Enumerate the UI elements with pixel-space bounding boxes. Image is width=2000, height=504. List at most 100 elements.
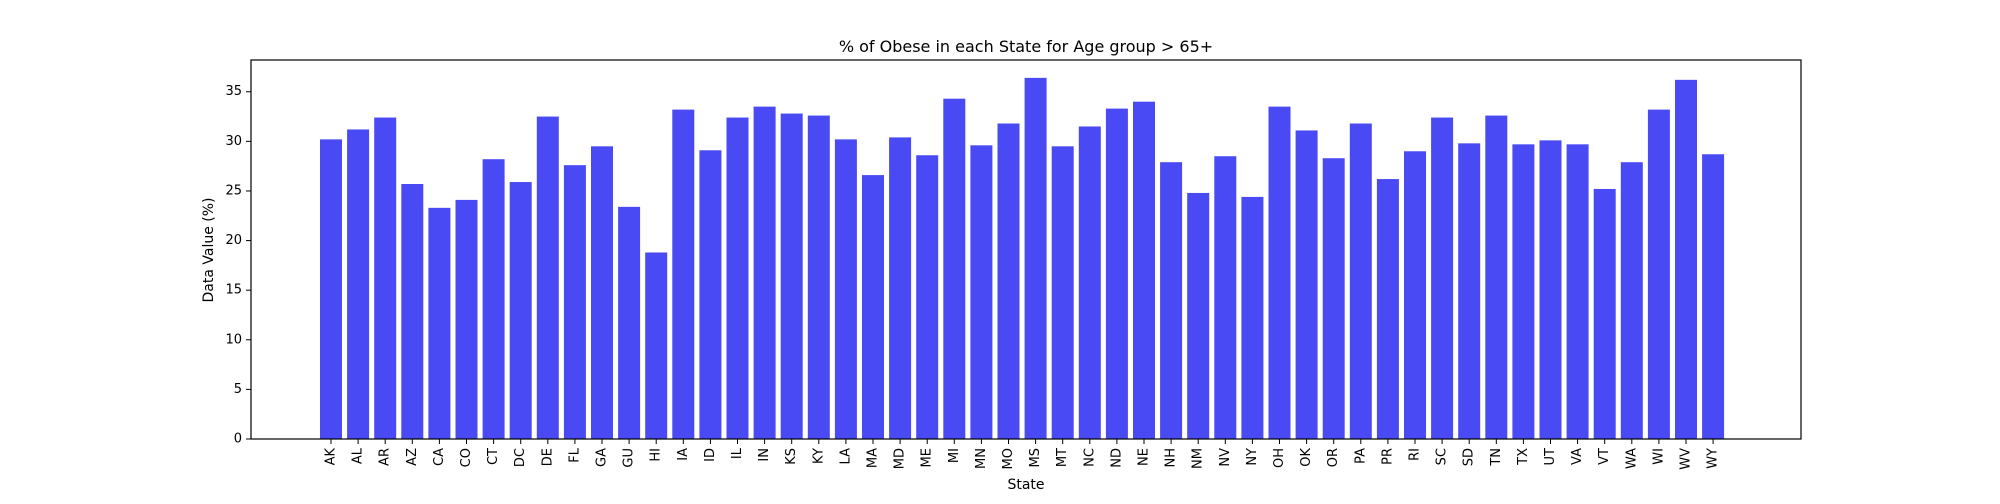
x-tick-label: WV	[1679, 448, 1694, 470]
bar-hi	[645, 252, 668, 439]
x-tick-label: CA	[432, 448, 447, 466]
bar-va	[1566, 144, 1589, 439]
bar-fl	[563, 165, 586, 439]
bar-oh	[1268, 106, 1291, 439]
x-tick-label: CO	[459, 448, 474, 467]
bar-md	[889, 137, 912, 439]
x-tick-label: ME	[920, 448, 935, 467]
bar-ri	[1404, 151, 1426, 440]
bar-ct	[482, 159, 505, 439]
x-tick-label: WI	[1651, 448, 1666, 465]
x-tick-label: WA	[1624, 448, 1639, 469]
bar-il	[726, 117, 749, 440]
bar-nm	[1187, 192, 1210, 439]
x-tick-label: MN	[974, 448, 989, 469]
x-tick-label: IL	[730, 447, 745, 459]
x-tick-label: NY	[1245, 448, 1260, 466]
bar-tn	[1485, 115, 1508, 439]
x-tick-label: AR	[378, 448, 393, 466]
bar-sd	[1458, 143, 1481, 439]
bar-co	[455, 199, 478, 439]
x-tick-label: DC	[513, 448, 528, 467]
y-tick-label: 15	[225, 283, 242, 298]
bar-az	[401, 184, 424, 439]
bar-ky	[807, 115, 830, 439]
x-tick-label: MS	[1028, 448, 1043, 467]
bar-mt	[1051, 146, 1074, 439]
bar-id	[699, 150, 722, 439]
x-tick-label: IN	[757, 448, 772, 462]
bar-me	[916, 155, 939, 439]
x-tick-label: VT	[1597, 448, 1612, 465]
y-axis: 0 5 10 15 20 25 30 35	[225, 84, 251, 447]
bar-ms	[1024, 77, 1047, 439]
bar-mo	[997, 123, 1020, 440]
x-tick-label: PR	[1380, 448, 1395, 465]
bar-ny	[1241, 196, 1264, 439]
bar-dc	[509, 182, 532, 439]
y-tick-label: 5	[234, 382, 242, 397]
x-tick-label: NH	[1164, 448, 1179, 468]
x-tick-label: AK	[324, 448, 339, 466]
bar-nd	[1105, 108, 1128, 440]
x-axis: AK AL AR AZ CA CO CT DC DE FL GA GU HI IA ID IL IN KS KY LA…	[324, 439, 1721, 470]
x-tick-label: NE	[1137, 448, 1152, 466]
bar-wy	[1702, 154, 1725, 440]
x-tick-label: NC	[1082, 448, 1097, 467]
bar-or	[1322, 158, 1345, 439]
x-tick-label: GU	[622, 448, 637, 468]
bar-gu	[618, 206, 641, 439]
y-tick-label: 0	[234, 432, 242, 447]
x-tick-label: CT	[486, 448, 501, 465]
bar-sc	[1431, 117, 1454, 440]
bar-ne	[1133, 101, 1155, 439]
bar-mn	[970, 145, 993, 440]
x-tick-label: HI	[649, 448, 664, 462]
x-tick-label: TX	[1516, 448, 1531, 466]
bar-ma	[862, 175, 884, 440]
bar-ut	[1539, 140, 1562, 439]
x-tick-label: OR	[1326, 448, 1341, 467]
bar-de	[536, 116, 559, 439]
x-tick-label: LA	[838, 448, 853, 465]
bar-ca	[428, 207, 451, 439]
x-tick-label: IA	[676, 448, 691, 461]
x-tick-label: UT	[1543, 448, 1558, 466]
x-tick-label: NM	[1191, 448, 1206, 469]
bar-ks	[780, 113, 803, 439]
bar-ak	[320, 139, 342, 439]
y-tick-label: 20	[225, 233, 242, 248]
bar-la	[834, 139, 857, 439]
bar-nv	[1214, 156, 1237, 439]
bar-pr	[1376, 179, 1399, 439]
bar-ia	[672, 109, 695, 439]
bar-ok	[1295, 130, 1318, 439]
y-tick-label: 25	[225, 183, 242, 198]
x-tick-label: RI	[1408, 448, 1423, 461]
x-tick-label: SD	[1462, 448, 1477, 466]
bar-nh	[1160, 162, 1183, 439]
x-tick-label: VA	[1570, 448, 1585, 465]
x-tick-label: MT	[1055, 448, 1070, 467]
x-tick-label: TN	[1489, 448, 1504, 467]
x-tick-label: KS	[784, 448, 799, 465]
y-tick-label: 30	[225, 134, 242, 149]
plot-frame	[250, 59, 1802, 440]
y-tick-label: 35	[225, 84, 242, 99]
bar-in	[753, 106, 776, 439]
x-tick-label: GA	[595, 448, 610, 467]
bar-al	[347, 129, 370, 439]
bar-wa	[1620, 162, 1643, 439]
bar-wi	[1647, 109, 1670, 439]
bar-vt	[1593, 188, 1616, 439]
bar-tx	[1512, 144, 1535, 439]
bar-ga	[591, 146, 613, 439]
chart-title: % of Obese in each State for Age group >…	[839, 37, 1213, 56]
x-tick-label: NV	[1218, 448, 1233, 467]
x-tick-label: ID	[703, 448, 718, 462]
x-tick-label: MD	[893, 448, 908, 469]
x-tick-label: FL	[567, 447, 582, 462]
y-tick-label: 10	[225, 332, 242, 347]
